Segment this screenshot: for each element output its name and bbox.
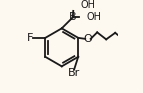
Text: O: O [84,34,93,44]
Text: Br: Br [68,68,80,78]
Text: OH: OH [86,12,101,22]
Text: OH: OH [80,0,95,10]
Text: B: B [69,12,77,22]
Text: F: F [27,33,33,43]
